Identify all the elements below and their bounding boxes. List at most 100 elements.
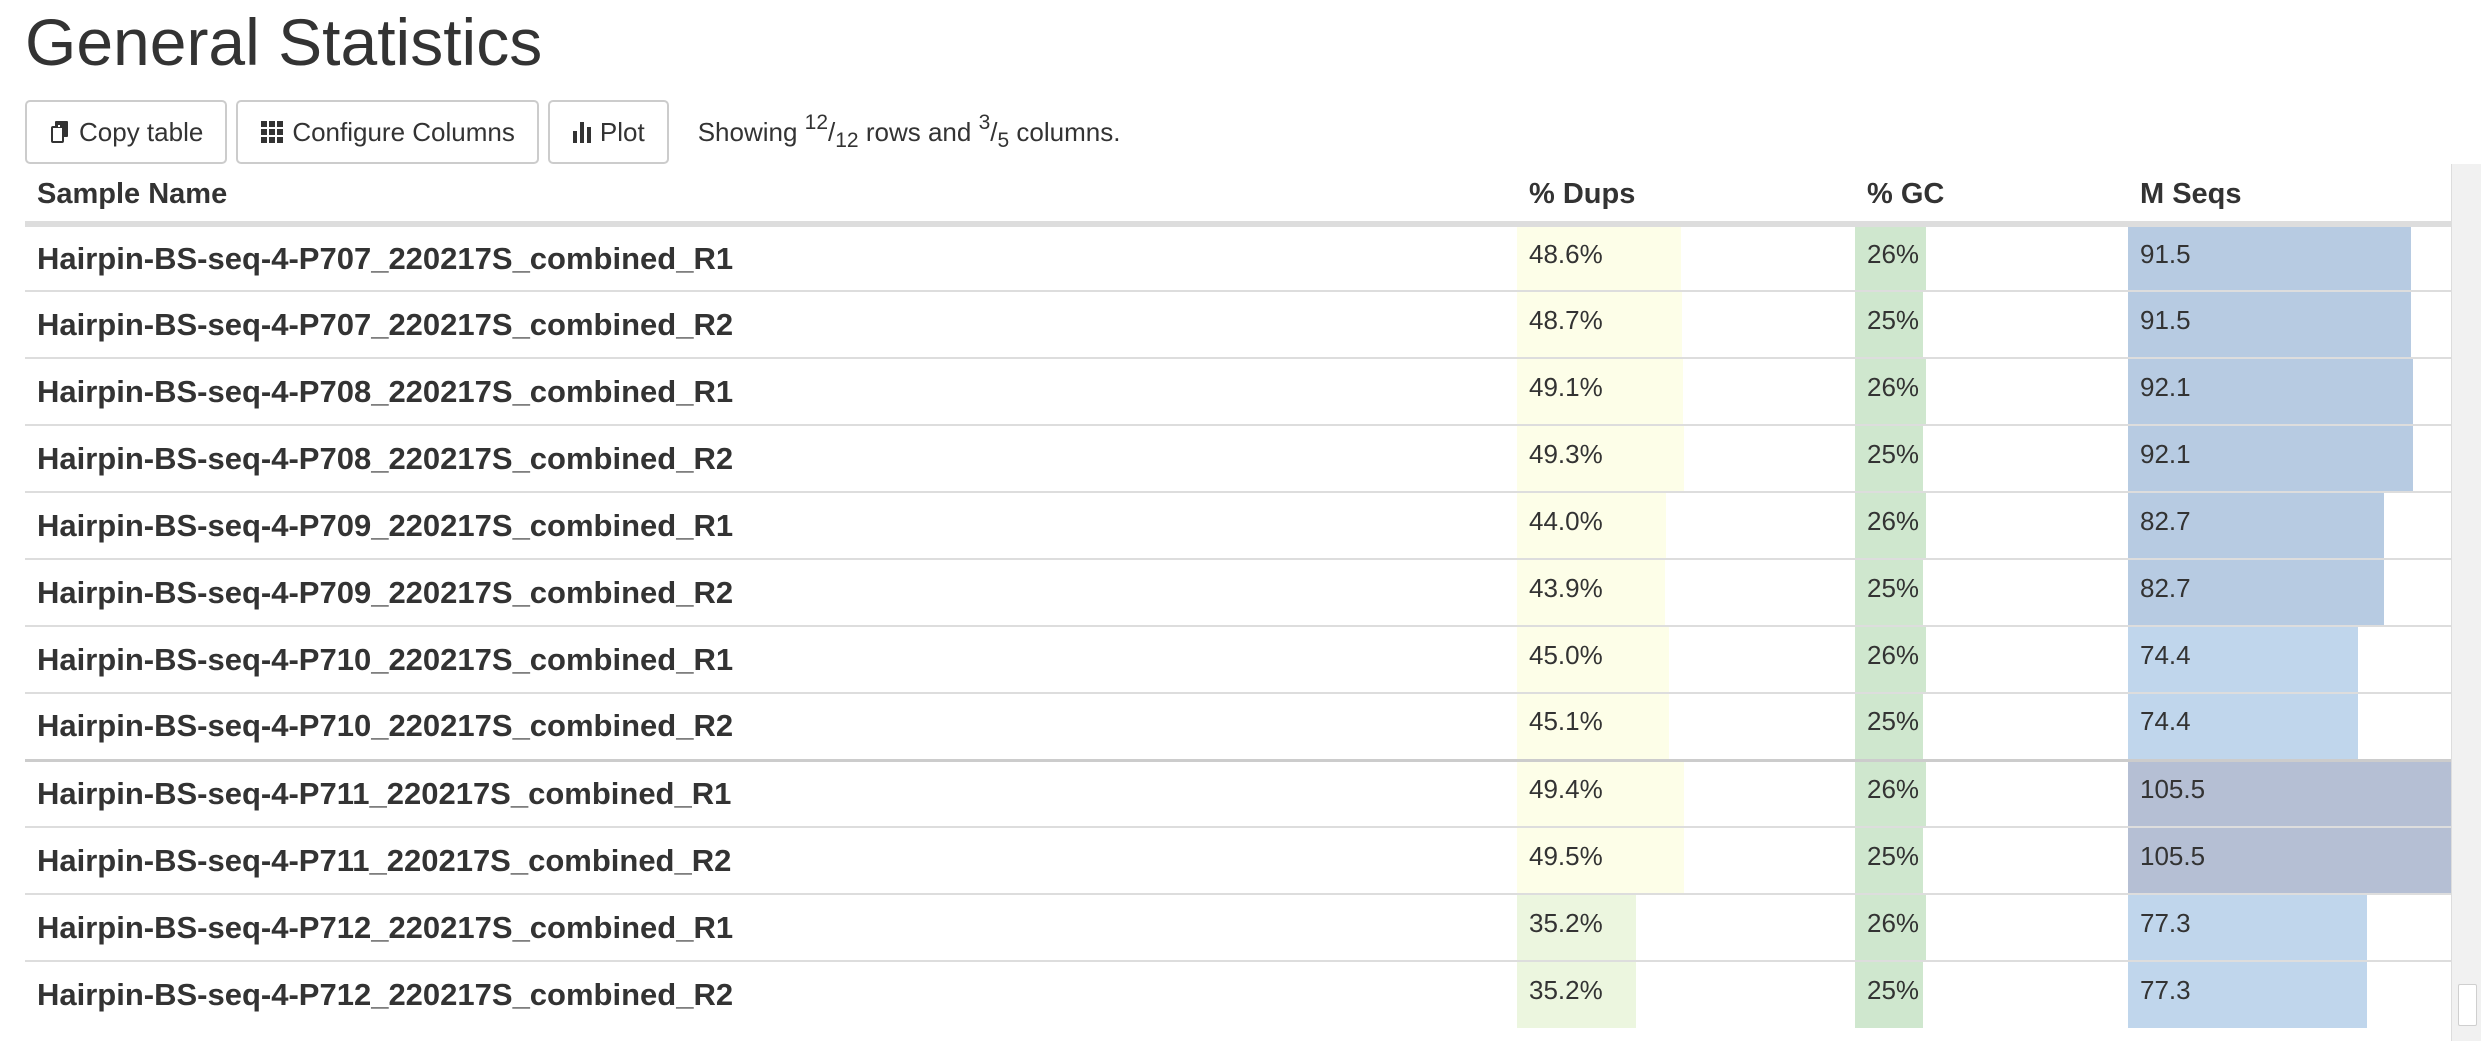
dups-cell-value: 49.1% [1529, 371, 1603, 402]
gc-bar [1855, 962, 1924, 1028]
mseqs-bar [2128, 292, 2411, 357]
mseqs-cell-value: 77.3 [2140, 907, 2191, 938]
gc-cell-value: 26% [1867, 505, 1920, 536]
gc-bar [1855, 828, 1924, 893]
table-row: Hairpin-BS-seq-4-P709_220217S_combined_R… [25, 558, 2454, 626]
mseqs-cell: 91.5 [2128, 290, 2454, 358]
mseqs-cell: 82.7 [2128, 491, 2454, 559]
mseqs-cell-value: 105.5 [2140, 773, 2206, 804]
scrollbar-thumb[interactable] [2458, 984, 2477, 1026]
mseqs-bar [2128, 493, 2384, 558]
mseqs-bar [2128, 828, 2454, 893]
mseqs-cell-value: 82.7 [2140, 505, 2191, 536]
table-scrollbar[interactable] [2451, 164, 2481, 1041]
mseqs-cell-value: 91.5 [2140, 238, 2191, 269]
table-row: Hairpin-BS-seq-4-P710_220217S_combined_R… [25, 625, 2454, 693]
gc-cell-value: 26% [1867, 238, 1920, 269]
mseqs-cell-value: 92.1 [2140, 438, 2191, 469]
gc-bar [1855, 426, 1924, 491]
mseqs-cell: 77.3 [2128, 893, 2454, 961]
copy-table-button[interactable]: Copy table [25, 100, 228, 164]
table-row: Hairpin-BS-seq-4-P712_220217S_combined_R… [25, 960, 2454, 1028]
dups-cell: 49.3% [1517, 424, 1855, 492]
mseqs-cell: 105.5 [2128, 758, 2454, 827]
mseqs-bar [2128, 895, 2367, 960]
column-header-gc[interactable]: % GC [1855, 164, 2128, 227]
rows-shown: 12 [804, 111, 829, 134]
mseqs-cell: 74.4 [2128, 625, 2454, 693]
column-header-mseqs[interactable]: M Seqs [2128, 164, 2454, 227]
gc-cell-value: 26% [1867, 773, 1920, 804]
gc-cell: 26% [1855, 893, 2128, 961]
page-title: General Statistics [25, 5, 543, 79]
mseqs-bar [2128, 962, 2367, 1028]
gc-bar [1855, 493, 1926, 558]
table-row: Hairpin-BS-seq-4-P708_220217S_combined_R… [25, 424, 2454, 492]
dups-cell: 49.1% [1517, 357, 1855, 425]
gc-bar [1855, 227, 1926, 290]
gc-cell-value: 26% [1867, 371, 1920, 402]
sample-name-cell: Hairpin-BS-seq-4-P712_220217S_combined_R… [25, 893, 1517, 961]
dups-cell: 35.2% [1517, 893, 1855, 961]
gc-cell: 25% [1855, 424, 2128, 492]
dups-cell-value: 48.7% [1529, 304, 1603, 335]
mseqs-bar [2128, 359, 2413, 424]
gc-bar [1855, 627, 1926, 692]
table-row: Hairpin-BS-seq-4-P711_220217S_combined_R… [25, 758, 2454, 827]
dups-bar [1517, 227, 1682, 290]
cols-total: 5 [997, 129, 1010, 152]
sample-name-cell: Hairpin-BS-seq-4-P708_220217S_combined_R… [25, 424, 1517, 492]
mseqs-bar [2128, 694, 2358, 759]
dups-bar [1517, 426, 1684, 491]
sample-name-cell: Hairpin-BS-seq-4-P711_220217S_combined_R… [25, 758, 1517, 827]
dups-cell-value: 49.5% [1529, 840, 1603, 871]
dups-bar [1517, 962, 1636, 1028]
sample-name-cell: Hairpin-BS-seq-4-P707_220217S_combined_R… [25, 290, 1517, 358]
gc-cell-value: 25% [1867, 975, 1920, 1005]
grid-icon [260, 120, 284, 144]
mseqs-cell: 91.5 [2128, 224, 2454, 291]
gc-cell-value: 26% [1867, 639, 1920, 670]
gc-cell: 26% [1855, 625, 2128, 693]
dups-cell: 49.5% [1517, 826, 1855, 894]
table-row: Hairpin-BS-seq-4-P707_220217S_combined_R… [25, 290, 2454, 358]
dups-cell-value: 45.1% [1529, 706, 1603, 737]
configure-columns-button[interactable]: Configure Columns [236, 100, 539, 164]
dups-cell: 35.2% [1517, 960, 1855, 1028]
copy-table-label: Copy table [79, 116, 204, 147]
dups-bar [1517, 761, 1684, 826]
dups-cell: 48.7% [1517, 290, 1855, 358]
mseqs-bar [2128, 560, 2384, 625]
mseqs-bar [2128, 627, 2358, 692]
gc-bar [1855, 761, 1926, 826]
dups-cell-value: 44.0% [1529, 505, 1603, 536]
gc-cell: 25% [1855, 692, 2128, 760]
column-header-sample-name[interactable]: Sample Name [25, 164, 1517, 227]
dups-cell-value: 45.0% [1529, 639, 1603, 670]
dups-bar [1517, 895, 1636, 960]
mseqs-cell: 92.1 [2128, 357, 2454, 425]
table-header-row: Sample Name % Dups % GC M Seqs [25, 164, 2454, 227]
dups-bar [1517, 359, 1683, 424]
column-header-dups[interactable]: % Dups [1517, 164, 1855, 227]
sample-name-cell: Hairpin-BS-seq-4-P708_220217S_combined_R… [25, 357, 1517, 425]
mseqs-cell: 105.5 [2128, 826, 2454, 894]
mseqs-cell: 74.4 [2128, 692, 2454, 760]
mseqs-cell-value: 77.3 [2140, 975, 2191, 1005]
dups-bar [1517, 493, 1666, 558]
dups-bar [1517, 292, 1682, 357]
sample-name-cell: Hairpin-BS-seq-4-P710_220217S_combined_R… [25, 692, 1517, 760]
sample-name-cell: Hairpin-BS-seq-4-P709_220217S_combined_R… [25, 491, 1517, 559]
table-row: Hairpin-BS-seq-4-P709_220217S_combined_R… [25, 491, 2454, 559]
dups-cell: 43.9% [1517, 558, 1855, 626]
dups-cell-value: 35.2% [1529, 907, 1603, 938]
plot-button[interactable]: Plot [547, 100, 669, 164]
mseqs-bar [2128, 426, 2413, 491]
dups-cell: 49.4% [1517, 758, 1855, 827]
mseqs-bar [2128, 227, 2411, 290]
gc-cell-value: 25% [1867, 304, 1920, 335]
dups-cell-value: 49.3% [1529, 438, 1603, 469]
rows-total: 12 [835, 129, 859, 152]
sample-name-cell: Hairpin-BS-seq-4-P712_220217S_combined_R… [25, 960, 1517, 1028]
plot-label: Plot [599, 116, 645, 147]
